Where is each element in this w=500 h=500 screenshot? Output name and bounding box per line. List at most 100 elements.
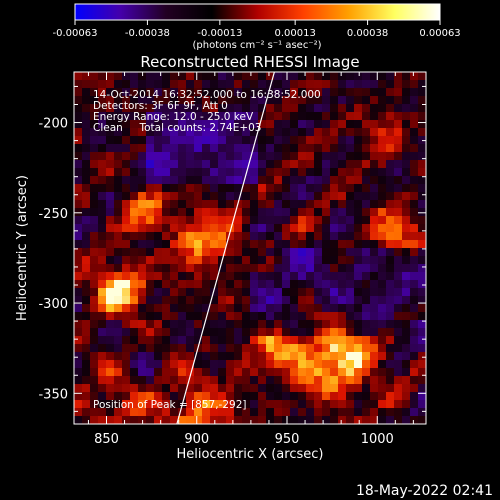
heatmap-cell (282, 416, 291, 424)
heatmap-cell (138, 232, 147, 241)
heatmap-cell (162, 184, 171, 193)
heatmap-cell (314, 200, 323, 209)
heatmap-cell (210, 176, 219, 185)
heatmap-cell (258, 232, 267, 241)
heatmap-cell (266, 248, 275, 257)
heatmap-cell (234, 160, 243, 169)
heatmap-cell (290, 224, 299, 233)
heatmap-cell (370, 120, 379, 129)
heatmap-cell (290, 120, 299, 129)
y-tick-label: -250 (38, 207, 68, 222)
heatmap-cell (202, 320, 211, 329)
heatmap-cell (242, 392, 251, 401)
heatmap-cell (274, 240, 283, 249)
heatmap-cell (90, 392, 99, 401)
heatmap-cell (378, 216, 387, 225)
heatmap-cell (370, 304, 379, 313)
heatmap-cell (386, 168, 395, 177)
heatmap-cell (258, 88, 267, 97)
heatmap-cell (74, 392, 83, 401)
heatmap-cell (410, 160, 419, 169)
heatmap-cell (266, 192, 275, 201)
heatmap-cell (338, 112, 347, 121)
heatmap-cell (378, 136, 387, 145)
heatmap-cell (194, 128, 203, 137)
heatmap-cell (170, 392, 179, 401)
heatmap-cell (394, 320, 403, 329)
heatmap-cell (186, 200, 195, 209)
heatmap-cell (330, 272, 339, 281)
heatmap-cell (98, 384, 107, 393)
heatmap-cell (106, 80, 115, 89)
heatmap-cell (162, 120, 171, 129)
heatmap-cell (170, 104, 179, 113)
heatmap-cell (266, 184, 275, 193)
heatmap-cell (378, 128, 387, 137)
heatmap-cell (410, 72, 419, 81)
heatmap-cell (250, 408, 259, 417)
heatmap-cell (418, 168, 426, 177)
heatmap-cell (370, 392, 379, 401)
heatmap-cell (114, 296, 123, 305)
heatmap-cell (338, 256, 347, 265)
heatmap-cell (194, 352, 203, 361)
heatmap-cell (114, 160, 123, 169)
heatmap-cell (266, 408, 275, 417)
heatmap-cell (106, 320, 115, 329)
heatmap-cell (282, 240, 291, 249)
heatmap-cell (218, 296, 227, 305)
heatmap-cell (282, 256, 291, 265)
heatmap-cell (178, 144, 187, 153)
heatmap-cell (170, 368, 179, 377)
heatmap-cell (410, 416, 419, 424)
heatmap-cell (290, 88, 299, 97)
heatmap-cell (106, 328, 115, 337)
heatmap-cell (338, 416, 347, 424)
heatmap-cell (378, 208, 387, 217)
heatmap-cell (306, 368, 315, 377)
heatmap-cell (226, 392, 235, 401)
heatmap-cell (146, 352, 155, 361)
heatmap-cell (402, 232, 411, 241)
heatmap-cell (298, 104, 307, 113)
heatmap-cell (170, 360, 179, 369)
heatmap-cell (122, 312, 131, 321)
heatmap-cell (402, 376, 411, 385)
heatmap-cell (186, 392, 195, 401)
heatmap-cell (162, 264, 171, 273)
heatmap-cell (314, 360, 323, 369)
heatmap-cell (146, 360, 155, 369)
heatmap-cell (138, 72, 147, 81)
heatmap-cell (290, 168, 299, 177)
heatmap-cell (378, 280, 387, 289)
heatmap-cell (138, 288, 147, 297)
heatmap-cell (394, 288, 403, 297)
heatmap-cell (306, 184, 315, 193)
heatmap-cell (418, 184, 426, 193)
heatmap-cell (258, 120, 267, 129)
heatmap-cell (274, 296, 283, 305)
heatmap-cell (130, 384, 139, 393)
heatmap-cell (274, 152, 283, 161)
heatmap-cell (162, 192, 171, 201)
heatmap-cell (258, 272, 267, 281)
heatmap-cell (322, 208, 331, 217)
heatmap-cell (370, 88, 379, 97)
heatmap-cell (122, 80, 131, 89)
heatmap-cell (338, 384, 347, 393)
heatmap-cell (122, 328, 131, 337)
heatmap-cell (338, 320, 347, 329)
heatmap-cell (258, 352, 267, 361)
heatmap-cell (130, 344, 139, 353)
heatmap-cell (178, 224, 187, 233)
heatmap-cell (410, 328, 419, 337)
heatmap-cell (74, 248, 83, 257)
heatmap-cell (154, 352, 163, 361)
heatmap-cell (170, 416, 179, 424)
heatmap-cell (330, 248, 339, 257)
heatmap-cell (122, 96, 131, 105)
heatmap-cell (210, 384, 219, 393)
heatmap-cell (74, 96, 83, 105)
heatmap-cell (98, 224, 107, 233)
